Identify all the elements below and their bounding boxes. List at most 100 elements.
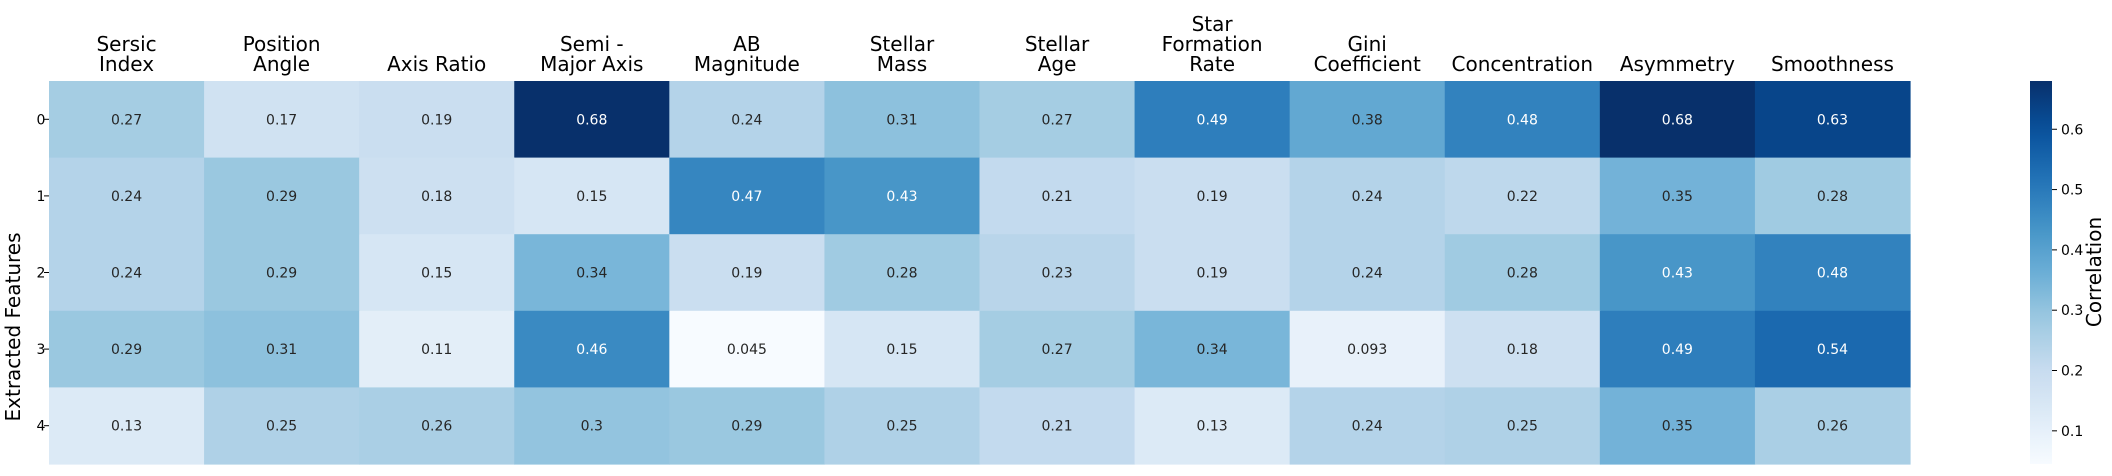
heatmap-cell-r3-c0 (49, 310, 205, 388)
column-label-9: Concentration (1452, 52, 1593, 76)
column-label-6: Stellar Age (1025, 32, 1090, 76)
cell-value-r0-c10: 0.68 (1662, 112, 1693, 128)
cell-value-r2-c0: 0.24 (111, 266, 142, 282)
cell-value-r4-c4: 0.29 (731, 419, 762, 435)
cell-value-r3-c8: 0.093 (1347, 342, 1387, 358)
cell-value-r2-c4: 0.19 (731, 266, 762, 282)
cell-value-r1-c11: 0.28 (1817, 189, 1848, 205)
heatmap-cell-r1-c7 (1134, 157, 1291, 235)
cell-value-r2-c11: 0.48 (1817, 266, 1848, 282)
cell-value-r2-c10: 0.43 (1662, 266, 1693, 282)
colorbar-tick-label-0: 0.1 (2061, 424, 2083, 440)
colorbar-ticks: 0.1 0.2 0.3 0.4 0.5 0.6 (2052, 122, 2083, 440)
colorbar-tick-label-2: 0.3 (2061, 303, 2083, 319)
heatmap-cell-r4-c1 (204, 387, 360, 465)
heatmap-cell-r2-c0 (49, 234, 205, 312)
heatmap-cell-r4-c11 (1754, 387, 1911, 465)
cell-value-r1-c1: 0.29 (266, 189, 297, 205)
row-label-0: 0 (37, 112, 46, 128)
cell-value-r0-c6: 0.27 (1041, 112, 1072, 128)
cell-value-r0-c4: 0.24 (731, 112, 762, 128)
heatmap-cell-r2-c6 (979, 234, 1136, 312)
heatmap-cell-r3-c1 (204, 310, 360, 388)
heatmap-cell-r1-c1 (204, 157, 360, 235)
heatmap-cell-r0-c8 (1289, 81, 1446, 159)
cell-value-r4-c2: 0.26 (421, 419, 452, 435)
cell-value-r1-c3: 0.15 (576, 189, 607, 205)
heatmap-cell-r3-c3 (514, 310, 670, 388)
heatmap-cell-r1-c9 (1444, 157, 1601, 235)
cell-value-r1-c7: 0.19 (1197, 189, 1228, 205)
cell-value-r4-c6: 0.21 (1041, 419, 1072, 435)
colorbar-tick-label-1: 0.2 (2061, 364, 2083, 380)
cell-value-r0-c9: 0.48 (1507, 112, 1538, 128)
y-axis-label: Extracted Features (1, 233, 25, 422)
heatmap-cell-r3-c7 (1134, 310, 1291, 388)
heatmap-cell-r0-c1 (204, 81, 360, 159)
cell-value-r4-c0: 0.13 (111, 419, 142, 435)
cell-value-r3-c4: 0.045 (727, 342, 767, 358)
column-labels: Sersic Index Position Angle Axis Ratio Semi -… (96, 12, 1894, 76)
heatmap-cell-r3-c9 (1444, 310, 1601, 388)
heatmap-cell-r3-c5 (824, 310, 981, 388)
heatmap-cell-r1-c6 (979, 157, 1136, 235)
colorbar-tick-label-5: 0.6 (2061, 122, 2083, 138)
heatmap-cell-r0-c2 (359, 81, 515, 159)
cell-value-r3-c1: 0.31 (266, 342, 297, 358)
row-label-3: 3 (37, 342, 46, 358)
heatmap-cell-r1-c10 (1599, 157, 1756, 235)
cell-value-r3-c11: 0.54 (1817, 342, 1848, 358)
cell-value-r2-c2: 0.15 (421, 266, 452, 282)
heatmap-cell-r0-c6 (979, 81, 1136, 159)
cell-value-r0-c11: 0.63 (1817, 112, 1848, 128)
cell-value-r0-c7: 0.49 (1197, 112, 1228, 128)
cell-value-r2-c6: 0.23 (1041, 266, 1072, 282)
cell-value-r3-c7: 0.34 (1197, 342, 1228, 358)
cell-value-r2-c9: 0.28 (1507, 266, 1538, 282)
heatmap-cell-r3-c2 (359, 310, 515, 388)
cell-value-r2-c7: 0.19 (1197, 266, 1228, 282)
heatmap-cell-r4-c3 (514, 387, 670, 465)
cell-value-r1-c4: 0.47 (731, 189, 762, 205)
cell-value-r2-c8: 0.24 (1352, 266, 1383, 282)
heatmap-cell-r1-c0 (49, 157, 205, 235)
cell-value-r4-c5: 0.25 (886, 419, 917, 435)
heatmap-cell-r2-c2 (359, 234, 515, 312)
heatmap-cell-r2-c9 (1444, 234, 1601, 312)
cell-value-r4-c11: 0.26 (1817, 419, 1848, 435)
heatmap-cell-r4-c2 (359, 387, 515, 465)
heatmap-cell-r1-c4 (669, 157, 826, 235)
cell-value-r0-c5: 0.31 (886, 112, 917, 128)
heatmap-cell-r2-c5 (824, 234, 981, 312)
heatmap-cell-r4-c9 (1444, 387, 1601, 465)
cell-value-r3-c3: 0.46 (576, 342, 607, 358)
heatmap-cell-r4-c10 (1599, 387, 1756, 465)
cell-value-r1-c6: 0.21 (1041, 189, 1072, 205)
column-label-3: Semi -Major Axis (540, 32, 643, 76)
cell-value-r3-c9: 0.18 (1507, 342, 1538, 358)
colorbar-tick-label-3: 0.4 (2061, 243, 2083, 259)
cell-value-r0-c2: 0.19 (421, 112, 452, 128)
column-label-8: Gini Coefficient (1314, 32, 1421, 76)
row-label-4: 4 (37, 419, 46, 435)
heatmap-cell-r2-c11 (1754, 234, 1911, 312)
heatmap-cell-r3-c8 (1289, 310, 1446, 388)
row-label-2: 2 (37, 266, 46, 282)
cell-value-r4-c10: 0.35 (1662, 419, 1693, 435)
cell-value-r4-c9: 0.25 (1507, 419, 1538, 435)
cell-value-r1-c5: 0.43 (886, 189, 917, 205)
heatmap-cell-r3-c4 (669, 310, 826, 388)
cell-value-r2-c1: 0.29 (266, 266, 297, 282)
heatmap-cell-r2-c1 (204, 234, 360, 312)
colorbar-tick-label-4: 0.5 (2061, 183, 2083, 199)
heatmap-cell-r4-c4 (669, 387, 826, 465)
heatmap-cell-r0-c11 (1754, 81, 1911, 159)
cell-value-r1-c8: 0.24 (1352, 189, 1383, 205)
cell-value-labels: 0.27 0.17 0.19 0.68 0.24 0.31 0.27 0.49 0.38 0.48… (111, 112, 1848, 434)
column-label-10: Asymmetry (1620, 52, 1735, 76)
cell-value-r3-c2: 0.11 (421, 342, 452, 358)
cell-value-r4-c1: 0.25 (266, 419, 297, 435)
cell-value-r4-c3: 0.3 (581, 419, 603, 435)
heatmap-cell-r3-c11 (1754, 310, 1911, 388)
colorbar-gradient (2030, 81, 2052, 464)
